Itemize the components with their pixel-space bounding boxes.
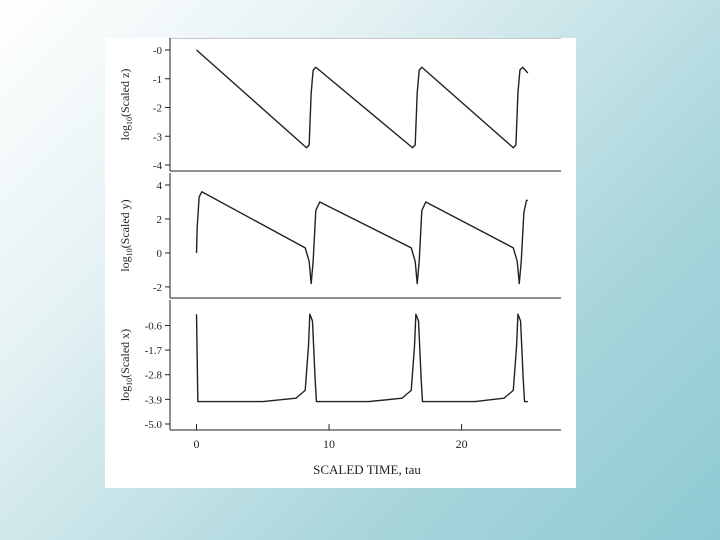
bottom-y-axis-label: log10(Scaled x) bbox=[118, 329, 134, 401]
bottom-y-tick-label: -2.8 bbox=[145, 370, 163, 382]
x-tick-label: 20 bbox=[456, 437, 468, 451]
middle-y-tick-label: 4 bbox=[157, 180, 163, 192]
x-axis-label: SCALED TIME, tau bbox=[313, 462, 421, 477]
bottom-y-tick-label: -5.0 bbox=[145, 419, 163, 431]
top-y-tick-label: -4 bbox=[153, 160, 163, 172]
middle-y-tick-label: 0 bbox=[157, 248, 163, 260]
x-tick-label: 0 bbox=[194, 437, 200, 451]
top-y-axis-label: log10(Scaled z) bbox=[118, 69, 134, 141]
top-y-tick-label: -2 bbox=[153, 103, 162, 115]
middle-y-tick-label: 2 bbox=[157, 214, 163, 226]
bottom-y-tick-label: -1.7 bbox=[145, 345, 163, 357]
top-y-tick-label: -0 bbox=[153, 45, 163, 57]
bottom-y-tick-label: -3.9 bbox=[145, 394, 163, 406]
top-series-line bbox=[196, 49, 529, 149]
top-y-tick-label: -1 bbox=[153, 74, 162, 86]
bottom-y-tick-label: -0.6 bbox=[145, 320, 163, 332]
x-tick-label: 10 bbox=[323, 437, 335, 451]
middle-y-tick-label: -2 bbox=[153, 282, 162, 294]
middle-y-axis-label: log10(Scaled y) bbox=[118, 199, 134, 271]
middle-series-line bbox=[195, 191, 528, 285]
top-y-tick-label: -3 bbox=[153, 131, 163, 143]
bottom-series-line bbox=[195, 313, 528, 403]
figure-panel: -0 -1 -2 -3 -4 log10(Scaled z) 4 2 0 -2 log10(Scal… bbox=[105, 37, 576, 488]
